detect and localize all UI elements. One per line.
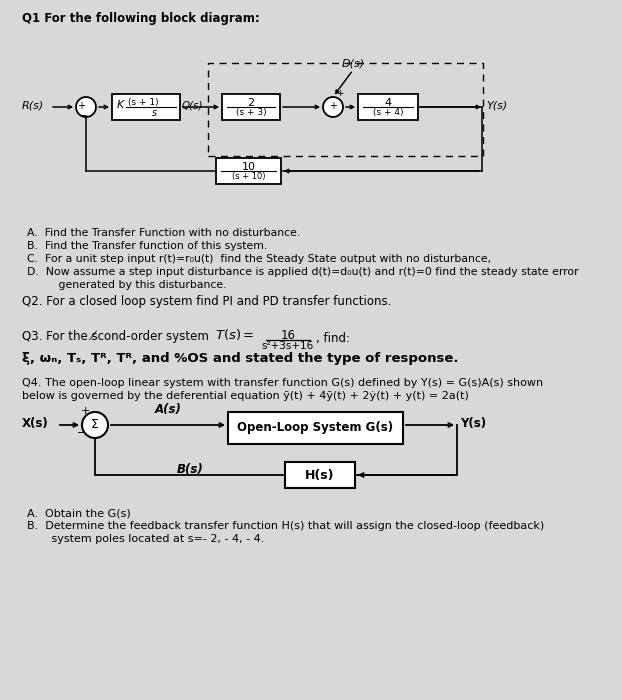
Text: (s + 3): (s + 3) bbox=[236, 108, 266, 118]
Text: D.  Now assume a step input disturbance is applied d(t)=d₀u(t) and r(t)=0 find t: D. Now assume a step input disturbance i… bbox=[27, 267, 578, 277]
Text: A(s): A(s) bbox=[154, 403, 182, 416]
Text: Q4. The open-loop linear system with transfer function G(s) defined by Y(s) = G(: Q4. The open-loop linear system with tra… bbox=[22, 378, 543, 388]
Text: (s + 4): (s + 4) bbox=[373, 108, 403, 118]
Text: +: + bbox=[336, 90, 343, 99]
Circle shape bbox=[82, 412, 108, 438]
Bar bbox=[358, 94, 418, 120]
Text: , find:: , find: bbox=[316, 332, 350, 345]
Text: Y(s): Y(s) bbox=[486, 101, 508, 111]
Text: −: − bbox=[80, 111, 88, 121]
Text: Q(s): Q(s) bbox=[182, 101, 203, 111]
Text: Q1 For the following block diagram:: Q1 For the following block diagram: bbox=[22, 12, 260, 25]
Text: 16: 16 bbox=[281, 329, 295, 342]
Text: (s + 10): (s + 10) bbox=[232, 172, 265, 181]
Bar bbox=[222, 94, 280, 120]
Text: X(s): X(s) bbox=[22, 417, 49, 430]
Text: 2: 2 bbox=[248, 98, 254, 108]
Text: K: K bbox=[117, 100, 124, 110]
Text: ξ, ωₙ, Tₛ, Tᴿ, Tᴿ, and %OS and stated the type of response.: ξ, ωₙ, Tₛ, Tᴿ, Tᴿ, and %OS and stated th… bbox=[22, 352, 458, 365]
Text: Q2. For a closed loop system find PI and PD transfer functions.: Q2. For a closed loop system find PI and… bbox=[22, 295, 391, 308]
Text: 10: 10 bbox=[241, 162, 256, 172]
Text: B(s): B(s) bbox=[177, 463, 203, 477]
Text: D(s): D(s) bbox=[341, 59, 364, 69]
Text: B.  Determine the feedback transfer function H(s) that will assign the closed-lo: B. Determine the feedback transfer funct… bbox=[27, 521, 544, 531]
Text: H(s): H(s) bbox=[305, 468, 335, 482]
Text: Y(s): Y(s) bbox=[460, 417, 486, 430]
Text: +: + bbox=[329, 101, 337, 111]
Bar bbox=[112, 94, 180, 120]
Text: $T(s)=$: $T(s)=$ bbox=[215, 328, 254, 342]
Bar bbox=[285, 462, 355, 488]
Text: +: + bbox=[80, 406, 90, 416]
Text: 4: 4 bbox=[384, 98, 392, 108]
Bar bbox=[208, 63, 483, 156]
Text: system poles located at s=- 2, - 4, - 4.: system poles located at s=- 2, - 4, - 4. bbox=[27, 534, 264, 544]
Text: A.  Obtain the G(s): A. Obtain the G(s) bbox=[27, 508, 131, 518]
Text: Q3. For the s̸cond-order system: Q3. For the s̸cond-order system bbox=[22, 330, 209, 343]
Text: s: s bbox=[151, 108, 157, 118]
Text: below is governed by the deferential equation ỹ(t) + 4ỹ(t) + 2ẏ(t) + y(t) = 2a(t: below is governed by the deferential equ… bbox=[22, 391, 469, 401]
Text: +: + bbox=[77, 101, 85, 111]
Bar bbox=[216, 158, 281, 184]
Text: $\Sigma$: $\Sigma$ bbox=[90, 419, 100, 431]
Circle shape bbox=[323, 97, 343, 117]
Text: B.  Find the Transfer function of this system.: B. Find the Transfer function of this sy… bbox=[27, 241, 267, 251]
Bar bbox=[228, 412, 403, 444]
Text: A.  Find the Transfer Function with no disturbance.: A. Find the Transfer Function with no di… bbox=[27, 228, 300, 238]
Circle shape bbox=[76, 97, 96, 117]
Text: (s + 1): (s + 1) bbox=[128, 97, 159, 106]
Text: generated by this disturbance.: generated by this disturbance. bbox=[27, 280, 226, 290]
Text: R(s): R(s) bbox=[22, 101, 44, 111]
Text: C.  For a unit step input r(t)=r₀u(t)  find the Steady State output with no dist: C. For a unit step input r(t)=r₀u(t) fin… bbox=[27, 254, 491, 264]
Text: Open-Loop System G(s): Open-Loop System G(s) bbox=[238, 421, 394, 435]
Text: s²+3s+16: s²+3s+16 bbox=[262, 341, 314, 351]
Text: −: − bbox=[77, 428, 86, 438]
